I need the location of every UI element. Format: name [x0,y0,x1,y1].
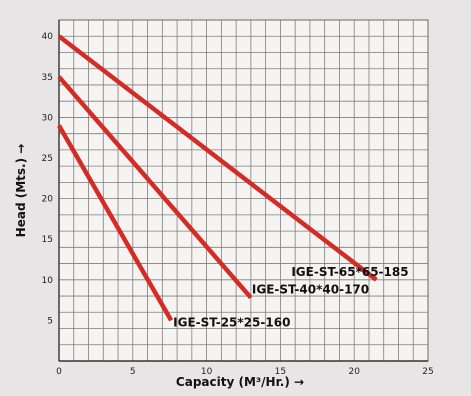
x-tick-label: 10 [201,367,213,377]
y-tick-label: 30 [42,113,54,123]
y-tick-label: 15 [42,235,53,245]
x-tick-label: 25 [422,367,433,377]
y-tick-label: 25 [42,154,53,164]
plot-area [58,19,429,362]
series-line [57,75,253,300]
tick-labels: 0 5 10 15 20 25 5 10 15 20 25 30 35 40 [42,32,434,377]
x-tick-label: 15 [275,367,286,377]
series-line [57,34,378,282]
y-tick-label: 20 [42,195,54,205]
series-label: IGE-ST-25*25-160 [173,315,290,329]
series-line [57,124,174,322]
y-tick-label: 35 [42,73,53,83]
y-axis-title: Head (Mts.) → [14,144,28,238]
series-labels: IGE-ST-65*65-185 IGE-ST-40*40-170 IGE-ST-2… [173,265,408,330]
x-tick-label: 20 [348,367,360,377]
series-lines [57,34,378,322]
y-tick-label: 5 [47,316,53,326]
y-tick-label: 40 [42,32,54,42]
x-tick-label: 5 [130,367,136,377]
series-label: IGE-ST-65*65-185 [291,265,408,279]
x-tick-label: 0 [56,367,62,377]
y-tick-label: 10 [42,276,54,286]
series-label: IGE-ST-40*40-170 [252,283,369,297]
grid-lines [58,20,428,362]
x-axis-title: Capacity (M³/Hr.) → [176,375,304,389]
